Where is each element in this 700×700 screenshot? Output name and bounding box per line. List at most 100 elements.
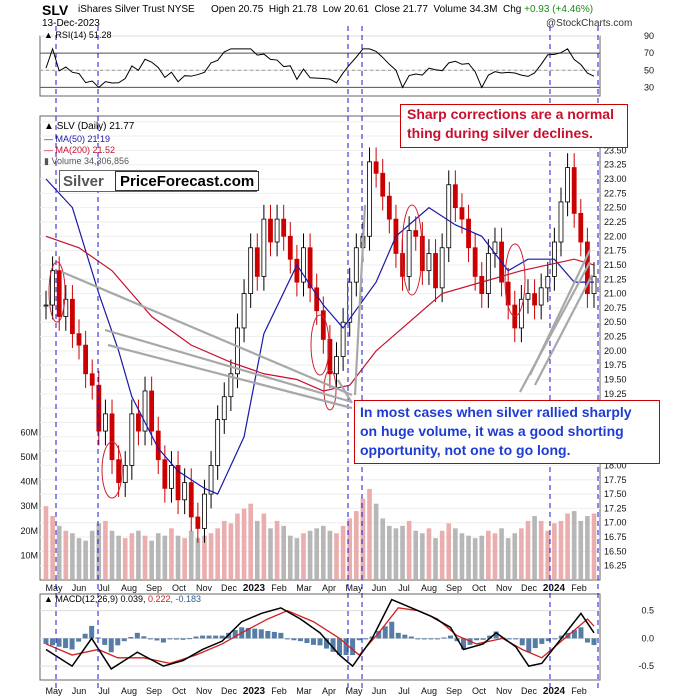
price-candle [287, 235, 293, 260]
volume-bar [400, 525, 405, 580]
macd-histogram-bar [461, 638, 467, 650]
low-label: Low [322, 4, 342, 15]
rsi-tick-label: 90 [644, 31, 654, 41]
volume-bar [215, 528, 220, 580]
volume-bar [142, 535, 148, 580]
price-candle [294, 258, 300, 283]
macd-histogram-bar [89, 625, 95, 639]
volume-bar [499, 528, 504, 580]
macd-histogram-bar [180, 638, 186, 640]
price-candle [122, 465, 128, 484]
macd-histogram-bar [389, 621, 395, 639]
price-candle [202, 493, 207, 529]
volume-bar [116, 535, 121, 580]
price-tick-label: 17.75 [604, 475, 627, 485]
macd-histogram-bar [558, 635, 564, 639]
price-x-tick-label: Feb [271, 583, 287, 593]
price-candle [103, 413, 108, 432]
annotation-shorting-line2: on huge volume, it was a good shorting [360, 423, 624, 439]
highlight-ellipse [101, 441, 123, 499]
macd-histogram-bar [232, 630, 238, 639]
macd-histogram-bar [350, 638, 356, 656]
ma200-legend: — MA(200) 21.52 [44, 145, 116, 155]
price-candle [320, 310, 326, 340]
highlight-ellipse [401, 204, 423, 296]
price-candle [439, 247, 445, 289]
volume-bar [169, 528, 174, 580]
price-candle [578, 212, 584, 243]
macd-histogram-bar [519, 638, 525, 646]
ticker-name: iShares Silver Trust NYSE [78, 4, 195, 15]
price-candle [525, 293, 531, 300]
macd-histogram-bar [324, 638, 330, 649]
annotation-corrections-line2: thing during silver declines. [407, 125, 593, 141]
open-label: Open [211, 4, 236, 15]
macd-histogram-bar [50, 638, 56, 646]
volume-bar [96, 523, 102, 580]
price-tick-label: 16.50 [604, 546, 627, 556]
macd-x-tick-label: Oct [472, 686, 487, 696]
macd-x-tick-label: 2024 [543, 686, 566, 697]
price-candle [228, 373, 234, 398]
price-candle [334, 356, 339, 375]
annotation-corrections-line1: Sharp corrections are a normal [407, 106, 614, 122]
volume-bar [136, 530, 141, 580]
price-x-tick-label: Oct [472, 583, 487, 593]
price-x-tick-label: Dec [521, 583, 538, 593]
macd-histogram-bar [245, 627, 251, 639]
macd-histogram-bar [115, 638, 121, 646]
price-x-tick-label: May [45, 583, 63, 593]
price-candle [485, 253, 491, 294]
price-candle [261, 218, 267, 277]
price-tick-label: 20.25 [604, 332, 627, 342]
volume-bar [519, 528, 524, 580]
macd-histogram-bar [69, 638, 75, 650]
volume-label: Volume [433, 4, 467, 15]
macd-x-tick-label: Aug [421, 686, 437, 696]
close-label: Close [374, 4, 401, 15]
macd-histogram-bar [271, 631, 277, 639]
volume-bar [228, 523, 234, 580]
volume-bar [287, 535, 293, 580]
macd-histogram-bar [526, 638, 532, 653]
volume-bar [591, 513, 597, 580]
macd-histogram-bar [474, 638, 480, 641]
price-candle [314, 287, 320, 312]
price-tick-label: 19.25 [604, 389, 627, 399]
macd-histogram-bar [343, 638, 349, 656]
price-candle [512, 304, 518, 329]
volume-bar [149, 540, 154, 580]
volume-bar [307, 530, 313, 580]
price-candle [518, 298, 524, 329]
macd-histogram-bar [82, 633, 88, 639]
volume-legend-text: Volume 34,306,856 [51, 156, 130, 166]
rsi-legend: ▲ RSI(14) 51.28 [44, 30, 112, 40]
price-candle [274, 218, 280, 243]
volume-bar [301, 533, 306, 580]
price-candle [109, 413, 115, 461]
macd-panel [39, 593, 601, 681]
price-candle [413, 230, 419, 237]
quote-line: Open 20.75 High 21.78 Low 20.61 Close 21… [211, 4, 593, 15]
macd-x-tick-label: Feb [571, 686, 587, 696]
price-candle [367, 161, 372, 237]
macd-histogram-bar [193, 636, 199, 639]
macd-histogram-bar [173, 638, 179, 640]
open-value: 20.75 [238, 4, 264, 15]
highlight-ellipse [48, 261, 66, 323]
macd-histogram-bar [154, 638, 160, 641]
volume-bar [320, 525, 326, 580]
macd-histogram-bar [141, 636, 147, 639]
price-candle [446, 184, 452, 249]
macd-histogram-bar [395, 632, 401, 639]
ma50-legend: — MA(50) 21.19 [44, 134, 111, 144]
chart-date: 13-Dec-2023 [42, 18, 100, 29]
macd-tick-label: 0.0 [641, 633, 654, 643]
price-x-tick-label: Nov [496, 583, 513, 593]
macd-histogram-bar [278, 632, 284, 639]
macd-x-tick-label: 2023 [243, 686, 266, 697]
ma50-legend-text: MA(50) 21.19 [55, 134, 111, 144]
chg-label: Chg [502, 4, 522, 15]
highlight-ellipse [323, 369, 337, 411]
macd-histogram-bar [160, 638, 166, 643]
